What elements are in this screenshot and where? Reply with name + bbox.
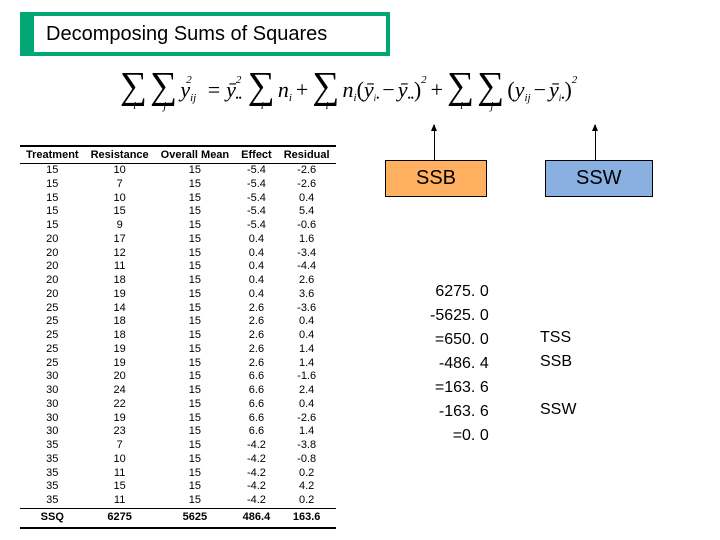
table-row: 351115-4.20.2 [20, 494, 336, 508]
table-row: 2012150.4-3.4 [20, 247, 336, 261]
calc-annot-line: SSW [540, 398, 576, 422]
page-title: Decomposing Sums of Squares [34, 16, 386, 52]
table-row: 3020156.6-1.6 [20, 370, 336, 384]
calc-line: 6275. 0 [430, 280, 489, 304]
ssq-row: SSQ62755625486.4163.6 [20, 508, 336, 527]
table-row: 3022156.60.4 [20, 398, 336, 412]
calc-line: =0. 0 [430, 424, 489, 448]
table-row: 151015-5.40.4 [20, 192, 336, 206]
table-row: 15915-5.4-0.6 [20, 219, 336, 233]
table-row: 151015-5.4-2.6 [20, 164, 336, 178]
table-row: 2518152.60.4 [20, 329, 336, 343]
table-row: 15715-5.4-2.6 [20, 178, 336, 192]
anova-table: TreatmentResistanceOverall MeanEffectRes… [20, 145, 336, 529]
calc-line: -5625. 0 [430, 304, 489, 328]
table-row: 2019150.43.6 [20, 288, 336, 302]
ssw-label: SSW [545, 160, 653, 197]
table-row: 351015-4.2-0.8 [20, 453, 336, 467]
table-row: 35715-4.2-3.8 [20, 439, 336, 453]
table-row: 351115-4.20.2 [20, 467, 336, 481]
table-row: 351515-4.24.2 [20, 480, 336, 494]
calc-annot-line: SSB [540, 350, 576, 374]
table-row: 2017150.41.6 [20, 233, 336, 247]
col-header: Treatment [20, 146, 85, 164]
table-row: 151515-5.45.4 [20, 205, 336, 219]
equation: ∑i ∑j yij2 = ȳ2•• ∑i ni + ∑i ni (ȳi• − ȳ… [120, 68, 577, 112]
arrow-ssb [434, 125, 435, 160]
calc-line: =163. 6 [430, 376, 489, 400]
calc-line: -163. 6 [430, 400, 489, 424]
calc-annot-line [540, 374, 576, 398]
table-row: 2519152.61.4 [20, 357, 336, 371]
col-header: Residual [278, 146, 336, 164]
col-header: Resistance [85, 146, 155, 164]
ssb-label: SSB [385, 160, 487, 197]
calc-annot-line: TSS [540, 326, 576, 350]
table-row: 2514152.6-3.6 [20, 302, 336, 316]
col-header: Overall Mean [155, 146, 235, 164]
calc-labels: TSSSSB SSW [540, 326, 576, 422]
table-row: 3023156.61.4 [20, 425, 336, 439]
arrow-ssw [595, 125, 596, 160]
table-row: 3019156.6-2.6 [20, 412, 336, 426]
table-row: 2018150.42.6 [20, 274, 336, 288]
calc-line: -486. 4 [430, 352, 489, 376]
table-row: 3024156.62.4 [20, 384, 336, 398]
calc-line: =650. 0 [430, 328, 489, 352]
table-row: 2011150.4-4.4 [20, 260, 336, 274]
title-bar: Decomposing Sums of Squares [20, 12, 390, 56]
table-row: 2518152.60.4 [20, 315, 336, 329]
table-row: 2519152.61.4 [20, 343, 336, 357]
calc-values: 6275. 0-5625. 0=650. 0-486. 4=163. 6-163… [430, 280, 489, 448]
col-header: Effect [235, 146, 278, 164]
